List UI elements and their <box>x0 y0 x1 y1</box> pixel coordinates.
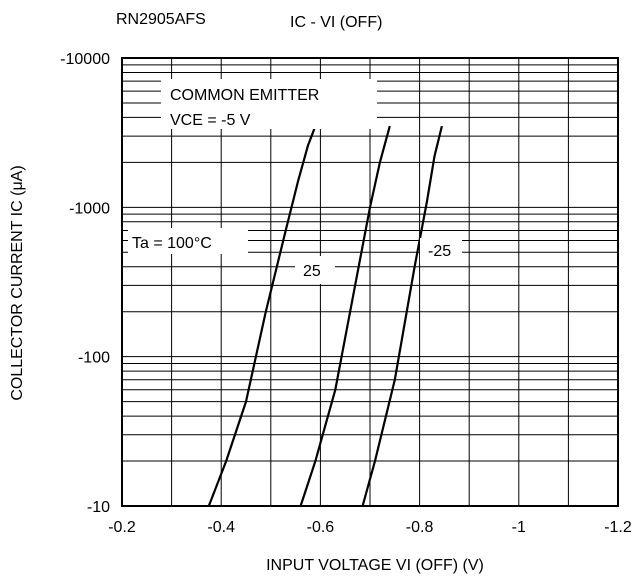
y-tick-labels: -10 -100 -1000 -10000 <box>60 51 110 516</box>
x-tick-label: -1.2 <box>604 519 632 536</box>
curve-series-0 <box>207 125 317 507</box>
y-tick-label: -10 <box>87 499 110 516</box>
conditions-line2: VCE = -5 V <box>170 112 251 129</box>
y-axis-label: COLLECTOR CURRENT IC (μA) <box>9 165 26 400</box>
curve-label-minus25: -25 <box>428 243 451 260</box>
label-m25-box <box>420 238 462 264</box>
grid-lines <box>122 58 618 506</box>
x-tick-label: -0.6 <box>307 519 335 536</box>
ta-label: Ta = 100°C <box>132 235 212 252</box>
x-axis-label: INPUT VOLTAGE VI (OFF) (V) <box>266 557 484 574</box>
label-25-box <box>295 256 335 284</box>
curve-label-25: 25 <box>303 263 321 280</box>
y-tick-label: -100 <box>78 350 110 367</box>
conditions-box <box>161 79 377 129</box>
chart-title: IC - VI (OFF) <box>290 14 382 31</box>
x-tick-label: -0.8 <box>406 519 434 536</box>
curve-series-1 <box>299 125 391 507</box>
curve-series-2 <box>361 125 443 507</box>
x-tick-label: -1 <box>512 519 526 536</box>
conditions-line1: COMMON EMITTER <box>170 87 319 104</box>
x-tick-labels: -0.2 -0.4 -0.6 -0.8 -1 -1.2 <box>108 519 632 536</box>
x-tick-label: -0.4 <box>207 519 235 536</box>
plot-frame <box>121 57 619 507</box>
ta-label-box <box>128 228 248 254</box>
part-number: RN2905AFS <box>116 11 206 28</box>
data-curves <box>207 125 443 507</box>
x-tick-label: -0.2 <box>108 519 136 536</box>
y-tick-label: -10000 <box>60 51 110 68</box>
y-tick-label: -1000 <box>69 200 110 217</box>
